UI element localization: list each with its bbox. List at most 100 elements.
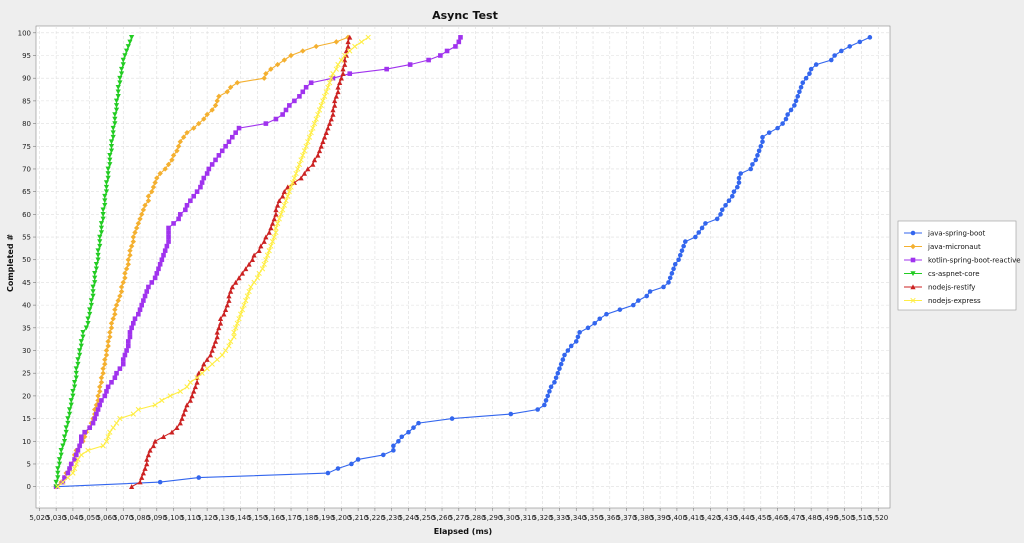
data-point <box>92 275 98 281</box>
data-point <box>234 80 241 86</box>
x-tick-label: 5,280 <box>466 514 486 522</box>
x-tick-label: 5,290 <box>482 514 502 522</box>
data-point <box>100 207 106 213</box>
data-point <box>244 293 251 299</box>
data-point <box>77 348 83 354</box>
data-point <box>159 257 165 263</box>
data-point <box>55 470 61 476</box>
data-point <box>295 166 301 172</box>
data-point <box>187 379 194 385</box>
x-tick-label: 5,250 <box>415 514 435 522</box>
data-point <box>104 389 109 394</box>
data-point <box>347 48 353 54</box>
y-tick-label: 90 <box>22 75 31 83</box>
data-point <box>181 411 187 417</box>
data-point <box>147 447 153 453</box>
data-point <box>129 35 135 40</box>
data-point <box>112 121 118 127</box>
data-point <box>66 411 73 417</box>
data-point <box>332 98 338 104</box>
data-point <box>114 370 119 376</box>
y-tick-label: 80 <box>22 120 31 128</box>
data-point <box>157 479 163 485</box>
data-point <box>73 452 79 458</box>
data-point <box>301 148 308 154</box>
data-point <box>335 89 341 95</box>
x-tick-label: 5,400 <box>667 514 687 522</box>
data-point <box>166 239 171 244</box>
data-point <box>71 379 78 385</box>
data-point <box>212 338 219 344</box>
data-point <box>108 148 115 154</box>
data-point <box>99 398 104 403</box>
data-point <box>219 352 225 358</box>
data-point <box>785 112 790 117</box>
data-point <box>150 184 157 190</box>
data-point <box>780 121 785 126</box>
data-point <box>209 107 215 113</box>
data-point <box>115 89 121 95</box>
data-point <box>107 162 113 168</box>
data-point <box>291 175 298 181</box>
x-tick-label: 5,370 <box>617 514 637 522</box>
data-point <box>125 257 131 263</box>
data-point <box>298 157 304 163</box>
data-point <box>97 384 103 390</box>
data-point <box>100 370 106 376</box>
data-point <box>141 298 146 303</box>
data-point <box>661 284 666 290</box>
data-point <box>112 375 118 381</box>
y-tick-label: 100 <box>18 29 31 37</box>
y-tick-label: 25 <box>22 370 31 378</box>
data-point <box>109 379 114 385</box>
data-point <box>87 307 93 313</box>
data-point <box>228 288 234 294</box>
x-tick-label: 5,330 <box>549 514 569 522</box>
data-point <box>192 384 198 390</box>
data-point <box>70 389 76 394</box>
data-point <box>103 189 110 195</box>
y-tick-label: 10 <box>22 438 31 446</box>
x-tick-label: 5,520 <box>868 514 888 522</box>
legend-label: java-spring-boot <box>927 230 986 238</box>
data-point <box>127 252 133 258</box>
data-point <box>127 39 133 45</box>
data-point <box>130 234 137 240</box>
x-tick-label: 5,080 <box>130 514 150 522</box>
data-point <box>285 184 291 190</box>
data-point <box>703 221 708 226</box>
data-point <box>65 474 71 481</box>
data-point <box>68 461 74 467</box>
data-point <box>140 470 146 476</box>
data-point <box>667 275 673 281</box>
data-point <box>170 152 177 159</box>
data-point <box>113 98 120 104</box>
data-point <box>56 461 63 467</box>
x-tick-label: 5,270 <box>449 514 469 522</box>
data-point <box>266 248 272 254</box>
data-point <box>177 388 183 395</box>
data-point <box>355 457 361 462</box>
x-tick-label: 5,240 <box>398 514 418 522</box>
data-point <box>88 302 94 308</box>
data-point <box>311 120 318 127</box>
data-point <box>316 107 323 113</box>
data-point <box>573 339 579 344</box>
data-point <box>128 243 135 249</box>
data-point <box>333 39 340 45</box>
x-tick-label: 5,500 <box>835 514 855 522</box>
data-point <box>65 416 71 422</box>
data-point <box>162 248 168 253</box>
data-point <box>113 302 120 308</box>
data-point <box>276 216 282 222</box>
data-point <box>191 193 197 199</box>
data-point <box>568 343 574 349</box>
data-point <box>333 66 339 72</box>
x-tick-label: 5,350 <box>583 514 603 522</box>
data-point <box>803 75 809 81</box>
data-point <box>112 112 118 118</box>
data-point <box>280 112 285 117</box>
data-point <box>113 420 120 426</box>
data-point <box>557 366 562 371</box>
data-point <box>131 320 136 326</box>
